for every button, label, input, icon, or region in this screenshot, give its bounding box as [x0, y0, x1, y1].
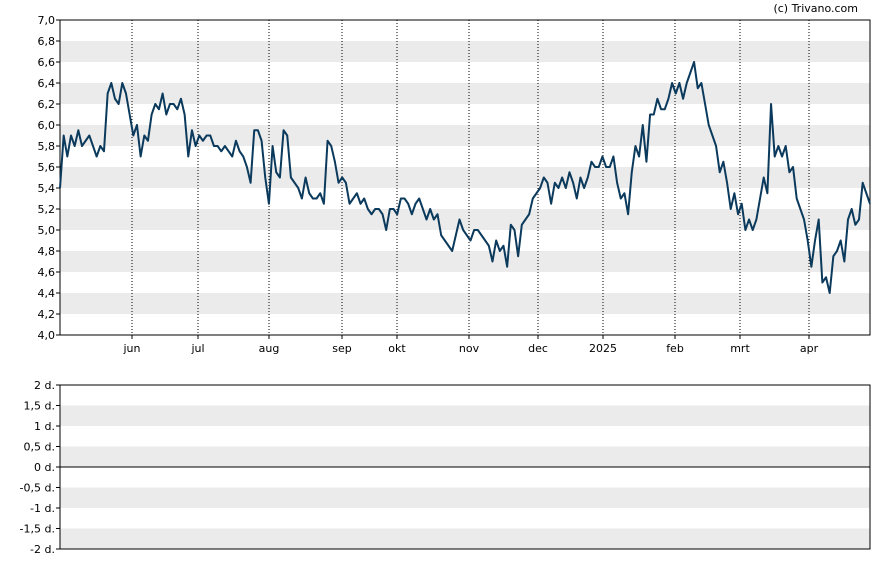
lower-y-tick-label: -0,5 d.: [20, 482, 55, 495]
price-y-tick-label: 4,8: [38, 245, 56, 258]
price-y-tick-label: 4,0: [38, 329, 56, 342]
lower-plot-frame: [59, 384, 871, 550]
lower-y-tick-label: 0,5 d.: [24, 441, 55, 454]
price-y-tick-label: 5,2: [38, 203, 56, 216]
price-x-tick-label: nov: [459, 342, 480, 355]
lower-grid-band: [60, 446, 870, 467]
price-x-tick-label: mrt: [730, 342, 750, 355]
price-y-tick-label: 6,0: [38, 119, 56, 132]
price-y-tick-label: 5,8: [38, 140, 56, 153]
price-y-tick-label: 6,4: [38, 77, 56, 90]
price-y-tick-label: 5,4: [38, 182, 56, 195]
price-y-tick-label: 5,0: [38, 224, 56, 237]
lower-y-tick-label: 1,5 d.: [24, 400, 55, 413]
lower-y-tick-label: -1 d.: [30, 502, 55, 515]
price-y-tick-label: 6,2: [38, 98, 56, 111]
price-panel: 4,0 4,2 4,4 4,6 4,8 5,0 5,2 5,4 5,6 5,8 6,0 6,2 6,4 6…: [38, 14, 871, 355]
price-y-tick-label: 4,4: [38, 287, 56, 300]
price-x-tick-label: apr: [800, 342, 819, 355]
price-x-tick-label: dec: [528, 342, 548, 355]
price-x-tick-label: 2025: [589, 342, 617, 355]
price-grid-band: [60, 125, 870, 146]
lower-y-tick-label: -2 d.: [30, 543, 55, 556]
price-x-tick-label: jun: [123, 342, 141, 355]
lower-y-tick-label: 1 d.: [34, 420, 55, 433]
lower-grid-band: [60, 487, 870, 508]
price-y-tick-label: 4,6: [38, 266, 56, 279]
price-y-tick-label: 7,0: [38, 14, 56, 27]
price-x-tick-label: sep: [332, 342, 351, 355]
price-x-tick-label: feb: [666, 342, 684, 355]
price-grid-band: [60, 293, 870, 314]
volume-panel: 2 d. 1,5 d. 1 d. 0,5 d. 0 d. -0,5 d. -1 d. -1,5…: [20, 379, 871, 556]
price-y-tick-label: 5,6: [38, 161, 56, 174]
price-y-tick-label: 4,2: [38, 308, 56, 321]
price-y-tick-label: 6,6: [38, 56, 56, 69]
price-series-line: [59, 61, 871, 294]
price-x-tick-label: aug: [259, 342, 280, 355]
price-x-tick-label: jul: [190, 342, 204, 355]
lower-y-tick-label: 0 d.: [34, 461, 55, 474]
lower-grid-band: [60, 405, 870, 426]
lower-y-tick-label: -1,5 d.: [20, 523, 55, 536]
price-y-tick-label: 6,8: [38, 35, 56, 48]
price-x-tick-label: okt: [388, 342, 406, 355]
price-grid-band: [60, 167, 870, 188]
copyright-label: (c) Trivano.com: [773, 2, 858, 15]
lower-y-tick-label: 2 d.: [34, 379, 55, 392]
price-grid-band: [60, 209, 870, 230]
lower-grid-band: [60, 528, 870, 549]
price-grid-band: [60, 251, 870, 272]
price-grid-band: [60, 41, 870, 62]
